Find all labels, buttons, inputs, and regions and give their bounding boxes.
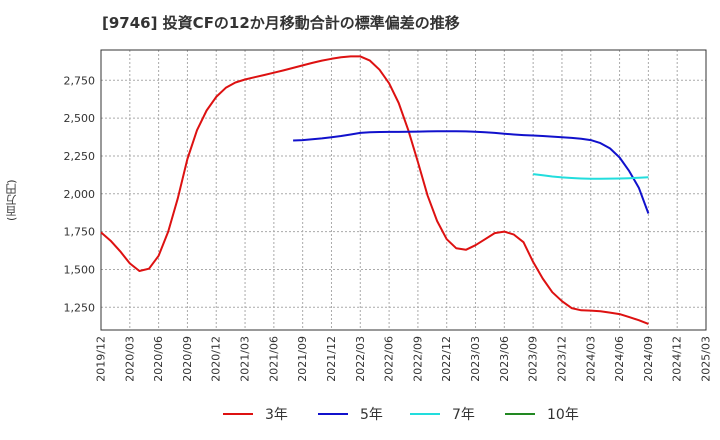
x-tick-label: 2024/12 [671, 336, 684, 382]
x-tick-label: 2021/03 [239, 336, 252, 382]
legend-label: 7年 [452, 407, 475, 423]
y-tick-label: 1,250 [64, 301, 96, 314]
x-tick-label: 2021/06 [267, 336, 280, 382]
legend-label: 10年 [547, 407, 579, 423]
series-line [293, 130, 650, 214]
x-tick-label: 2024/09 [642, 336, 655, 382]
x-tick-label: 2022/06 [383, 336, 396, 382]
x-tick-label: 2022/09 [411, 336, 424, 382]
y-tick-label: 2,250 [64, 150, 96, 163]
x-tick-label: 2020/06 [152, 336, 165, 382]
legend-label: 3年 [265, 407, 288, 423]
x-tick-label: 2023/09 [527, 336, 540, 382]
x-tick-label: 2019/12 [95, 336, 108, 382]
y-tick-label: 2,750 [64, 74, 96, 87]
plot-area [101, 50, 706, 330]
x-tick-label: 2024/03 [584, 336, 597, 382]
x-tick-label: 2021/12 [325, 336, 338, 382]
x-tick-label: 2024/06 [613, 336, 626, 382]
y-tick-label: 1,750 [64, 226, 96, 239]
x-tick-label: 2020/12 [210, 336, 223, 382]
x-tick-label: 2023/12 [555, 336, 568, 382]
chart-title: [9746] 投資CFの12か月移動合計の標準偏差の推移 [102, 14, 460, 32]
x-tick-label: 2023/06 [498, 336, 511, 382]
series-line [532, 173, 649, 180]
y-tick-label: 2,500 [64, 112, 96, 125]
x-tick-label: 2025/03 [700, 336, 713, 382]
series-line [100, 55, 649, 325]
y-tick-label: 2,000 [64, 188, 96, 201]
x-tick-label: 2020/03 [123, 336, 136, 382]
x-tick-label: 2021/09 [296, 336, 309, 382]
x-tick-label: 2020/09 [181, 336, 194, 382]
plot-frame [100, 49, 707, 331]
legend-label: 5年 [360, 407, 383, 423]
x-tick-label: 2023/03 [469, 336, 482, 382]
x-tick-label: 2022/12 [440, 336, 453, 382]
y-tick-label: 1,500 [64, 263, 96, 276]
x-tick-label: 2022/03 [354, 336, 367, 382]
